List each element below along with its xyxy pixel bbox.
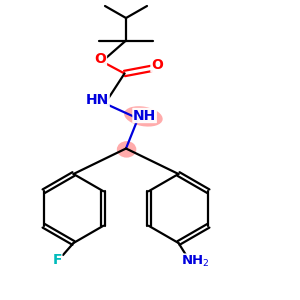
- Ellipse shape: [117, 141, 136, 158]
- Text: HN: HN: [86, 94, 109, 107]
- Text: NH$_2$: NH$_2$: [181, 254, 209, 269]
- Ellipse shape: [124, 106, 163, 127]
- Text: O: O: [151, 58, 163, 72]
- Text: NH: NH: [133, 109, 156, 122]
- Text: O: O: [94, 52, 106, 66]
- Text: F: F: [52, 254, 62, 267]
